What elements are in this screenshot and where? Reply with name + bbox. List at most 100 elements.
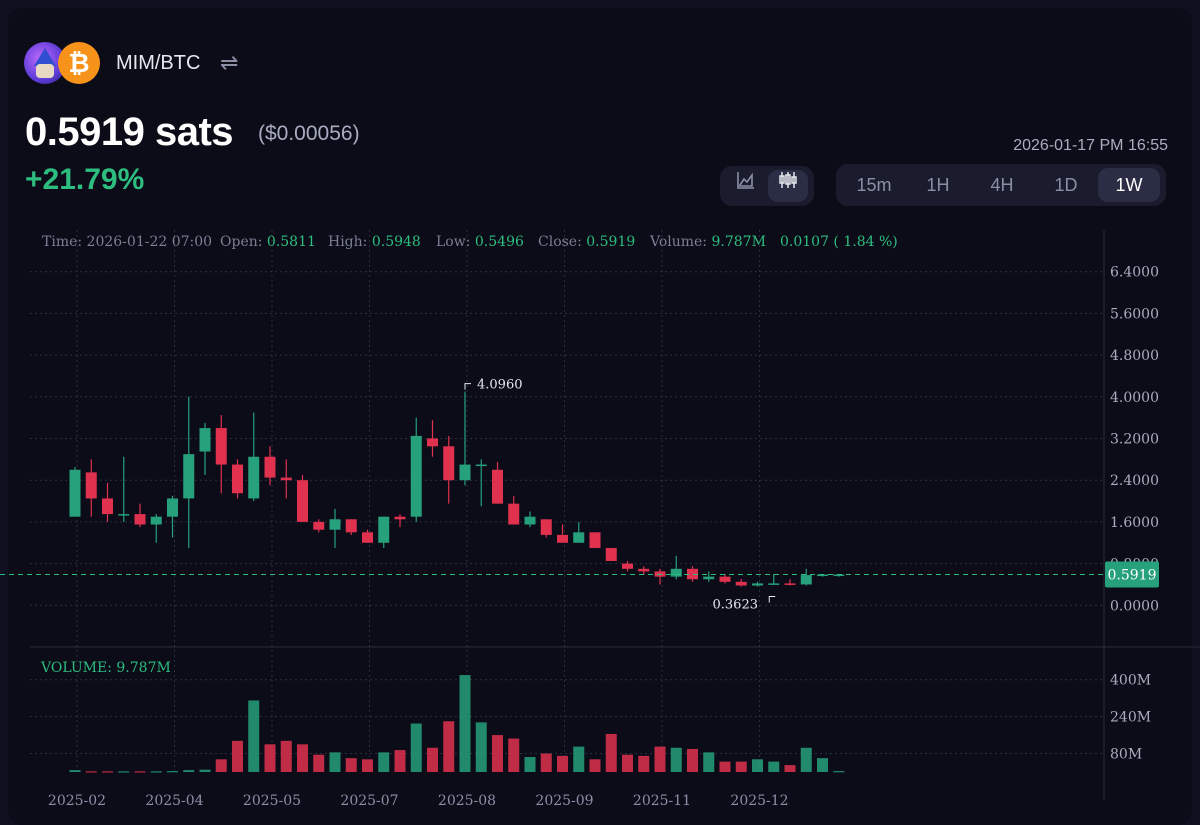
candle-body <box>85 472 97 499</box>
volume-bar <box>134 771 146 773</box>
volume-bar <box>557 755 568 772</box>
volume-bar <box>800 747 812 772</box>
volume-bar <box>280 740 292 772</box>
candle-body <box>118 514 130 516</box>
volume-bar <box>118 771 130 773</box>
price-tick-label: 3.2000 <box>1110 432 1159 448</box>
candle-body <box>492 469 503 504</box>
candle-body <box>703 576 715 580</box>
volume-bar <box>638 755 650 772</box>
x-tick-label: 2025-07 <box>340 793 398 809</box>
candle-body <box>248 456 260 499</box>
candle-body <box>199 428 211 452</box>
candle-body <box>605 547 617 561</box>
price-tick-label: 2.4000 <box>1110 473 1159 489</box>
candle-body <box>167 498 178 517</box>
volume-tick-label: 400M <box>1110 673 1151 689</box>
legend-open: Open: 0.5811 <box>220 234 316 250</box>
volume-bar <box>687 748 698 772</box>
candle-body <box>232 464 243 494</box>
timestamp: 2026-01-17 PM 16:55 <box>1013 137 1168 154</box>
volume-bar <box>183 770 195 772</box>
volume-bar <box>589 759 601 772</box>
timeframe-4h[interactable]: 4H <box>990 175 1014 195</box>
timeframe-15m[interactable]: 15m <box>856 175 892 195</box>
candle-body <box>800 575 812 585</box>
bitcoin-logo: ₿ <box>58 42 100 84</box>
volume-bar <box>150 771 162 773</box>
price-card <box>8 8 1192 825</box>
x-tick-label: 2025-04 <box>145 793 203 809</box>
volume-bar <box>735 761 747 772</box>
candle-body <box>410 435 422 517</box>
volume-bar <box>459 675 471 772</box>
legend-close: Close: 0.5919 <box>538 234 635 250</box>
candle-body <box>378 516 390 543</box>
timeframe-1h[interactable]: 1H <box>926 175 950 195</box>
usd-price: ($0.00056) <box>258 122 360 145</box>
volume-bar <box>378 752 390 772</box>
timeframe-1d[interactable]: 1D <box>1054 175 1078 195</box>
candle-body <box>508 503 520 525</box>
candle-body <box>540 519 552 535</box>
x-tick-label: 2025-02 <box>48 793 106 809</box>
min-marker <box>768 596 776 603</box>
candle-body <box>459 464 471 481</box>
candle-body <box>280 477 292 481</box>
current-price-badge-label: 0.5919 <box>1108 567 1157 583</box>
max-price-label: 4.0960 <box>477 378 523 393</box>
x-tick-label: 2025-12 <box>730 793 788 809</box>
volume-bar <box>232 740 243 772</box>
candle-body <box>670 568 682 577</box>
candle-body <box>817 574 828 577</box>
candle-body <box>687 568 698 580</box>
volume-bar <box>102 771 113 773</box>
price-change: +21.79% <box>25 163 145 196</box>
volume-bar <box>524 757 536 772</box>
volume-bar <box>622 754 633 772</box>
candle-body <box>443 446 455 481</box>
volume-bar <box>410 723 422 772</box>
candle-body <box>638 568 650 572</box>
candle-body <box>557 534 568 543</box>
timeframe-1w[interactable]: 1W <box>1098 168 1160 202</box>
candle-body <box>719 576 731 582</box>
chart-type-toggle <box>720 166 814 206</box>
swap-arrows-icon[interactable]: ⇌ <box>220 50 239 75</box>
volume-bar <box>475 722 487 772</box>
candle-body <box>752 583 763 586</box>
volume-bar <box>752 759 763 772</box>
candle-body <box>329 519 341 530</box>
candle-body <box>215 428 227 465</box>
volume-bar <box>654 746 666 772</box>
candle-body <box>102 498 113 515</box>
pair-logos: ₿ <box>24 42 102 84</box>
legend-low: Low: 0.5496 <box>436 234 524 250</box>
volume-bar <box>264 744 276 772</box>
candle-body <box>427 438 438 447</box>
candle-body <box>784 583 796 585</box>
price-tick-label: 4.0000 <box>1110 390 1159 406</box>
candle-body <box>345 519 357 533</box>
volume-bar <box>329 752 341 772</box>
volume-bar <box>427 747 438 772</box>
price-tick-label: 5.6000 <box>1110 306 1159 322</box>
volume-bar <box>703 752 715 772</box>
volume-legend: VOLUME: 9.787M <box>40 660 171 676</box>
candle-body <box>297 480 308 522</box>
area-chart-icon[interactable] <box>726 170 766 202</box>
volume-bar <box>817 758 828 772</box>
legend-high: High: 0.5948 <box>328 234 421 250</box>
volume-bar <box>540 753 552 772</box>
volume-bar <box>167 771 178 773</box>
min-price-label: 0.3623 <box>713 598 759 613</box>
volume-bar <box>313 754 325 772</box>
candlestick-icon[interactable] <box>768 170 808 202</box>
volume-bar <box>784 765 796 772</box>
candle-body <box>69 469 81 517</box>
volume-bar <box>443 721 455 772</box>
candle-body <box>735 581 747 586</box>
volume-bar <box>248 700 260 772</box>
current-price-badge <box>1105 561 1159 588</box>
